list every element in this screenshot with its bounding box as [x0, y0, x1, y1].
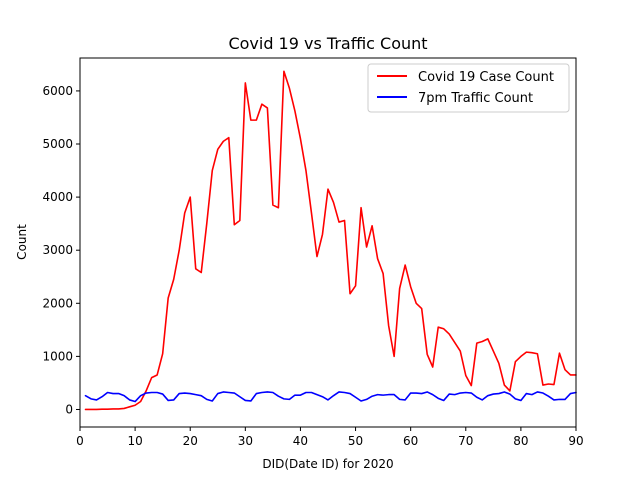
x-tick-label: 30: [238, 434, 253, 448]
y-tick-label: 0: [65, 402, 73, 416]
covid-case-line: [84, 70, 577, 411]
y-tick-label: 5000: [42, 137, 73, 151]
x-tick-label: 40: [293, 434, 308, 448]
y-tick-label: 1000: [42, 349, 73, 363]
x-tick-label: 0: [76, 434, 84, 448]
x-tick-label: 90: [568, 434, 583, 448]
legend-label-covid: Covid 19 Case Count: [418, 70, 554, 85]
x-tick-label: 20: [183, 434, 198, 448]
y-axis-label: Count: [15, 224, 29, 260]
y-tick-label: 3000: [42, 243, 73, 257]
x-tick-label: 60: [403, 434, 418, 448]
x-tick-label: 80: [513, 434, 528, 448]
series-lines: [84, 70, 577, 411]
legend-box: [367, 63, 570, 113]
x-tick-label: 50: [348, 434, 363, 448]
traffic-count-line: [84, 391, 577, 403]
y-tick-label: 6000: [42, 84, 73, 98]
legend-label-traffic: 7pm Traffic Count: [418, 91, 533, 106]
x-tick-label: 70: [458, 434, 473, 448]
chart-title: Covid 19 vs Traffic Count: [228, 34, 427, 53]
x-tick-label: 10: [127, 434, 142, 448]
axis-ticks: 0 10 20 30 40 50 60 70 80 90 0 1000 2000 3000 4000 5000…: [42, 84, 583, 448]
legend: Covid 19 Case Count 7pm Traffic Count: [367, 63, 570, 113]
plot-area-frame: [79, 57, 577, 428]
x-axis-label: DID(Date ID) for 2020: [262, 457, 393, 471]
y-tick-label: 4000: [42, 190, 73, 204]
y-tick-label: 2000: [42, 296, 73, 310]
